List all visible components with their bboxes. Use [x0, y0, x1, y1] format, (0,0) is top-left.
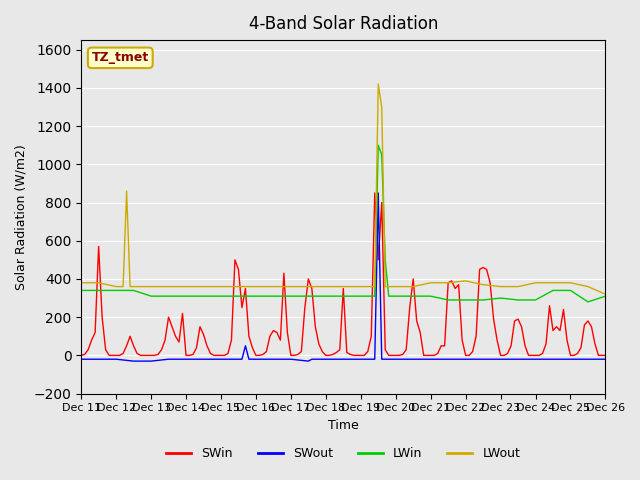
- Y-axis label: Solar Radiation (W/m2): Solar Radiation (W/m2): [15, 144, 28, 290]
- Legend: SWin, SWout, LWin, LWout: SWin, SWout, LWin, LWout: [161, 442, 525, 465]
- X-axis label: Time: Time: [328, 419, 358, 432]
- Title: 4-Band Solar Radiation: 4-Band Solar Radiation: [248, 15, 438, 33]
- Text: TZ_tmet: TZ_tmet: [92, 51, 149, 64]
